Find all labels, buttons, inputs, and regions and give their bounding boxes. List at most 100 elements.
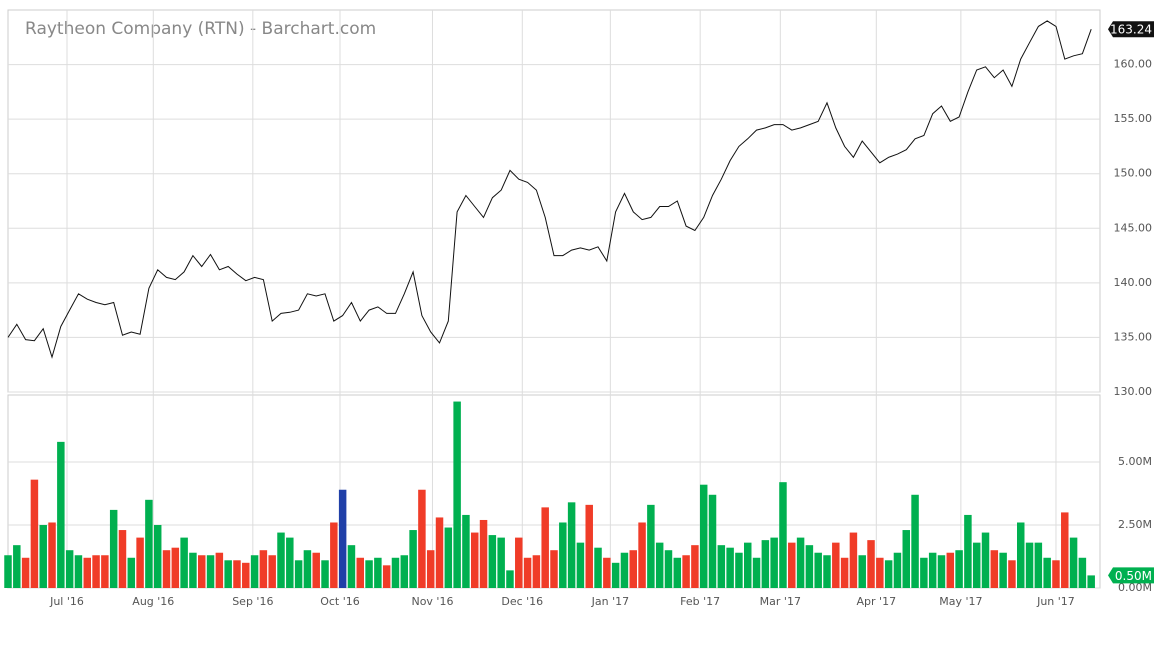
volume-bar [655, 542, 664, 588]
volume-bar [1087, 575, 1095, 588]
volume-bar [964, 514, 972, 588]
volume-bar [532, 555, 541, 588]
volume-bar [118, 530, 127, 588]
volume-bar [250, 555, 259, 588]
volume-bar [594, 547, 602, 588]
x-tick-label: Dec '16 [501, 595, 543, 608]
volume-bar [576, 542, 585, 588]
volume-bar [726, 547, 734, 588]
volume-bar [48, 522, 56, 588]
volume-bar [294, 560, 303, 588]
y-tick-label: 5.00M [1118, 455, 1152, 468]
volume-bar [805, 545, 814, 588]
volume-bar [620, 552, 629, 588]
volume-bar [21, 557, 30, 588]
volume-bar [277, 532, 285, 588]
x-tick-label: Mar '17 [760, 595, 801, 608]
y-tick-label: 130.00 [1114, 385, 1153, 398]
volume-bar [374, 557, 382, 588]
y-tick-label: 0.00M [1118, 581, 1152, 594]
volume-bar [286, 537, 294, 588]
volume-bar [1069, 537, 1078, 588]
volume-bar [972, 542, 981, 588]
volume-bar [470, 532, 479, 588]
volume-bar [691, 545, 699, 588]
price-line [7, 20, 1092, 359]
volume-bar [303, 550, 312, 588]
volume-bar [585, 504, 593, 588]
volume-bar [409, 530, 417, 588]
volume-bar [867, 540, 875, 588]
volume-bar [541, 507, 549, 588]
current-value-tag [1108, 567, 1154, 584]
volume-bar [338, 489, 347, 588]
volume-bar [770, 537, 778, 588]
volume-bar [39, 525, 47, 588]
volume-bar [180, 537, 188, 588]
x-tick-label: Aug '16 [132, 595, 174, 608]
volume-bar [127, 557, 136, 588]
volume-bar [444, 527, 453, 588]
volume-bar [215, 552, 224, 588]
volume-bar [57, 441, 65, 588]
volume-bar [462, 514, 470, 588]
grid [8, 10, 1100, 589]
volume-bar [391, 557, 400, 588]
volume-bar [400, 555, 409, 588]
volume-bar [893, 552, 902, 588]
volume-bar [990, 550, 999, 588]
current-value-label: 163.24 [1110, 23, 1152, 37]
volume-bar [506, 570, 514, 588]
volume-bar [981, 532, 990, 588]
volume-bar [1078, 557, 1087, 588]
x-tick-label: Jan '17 [591, 595, 629, 608]
current-value-label: 0.50M [1115, 569, 1152, 583]
volume-bar [109, 509, 118, 588]
volume-bar [567, 502, 576, 588]
price-panel [7, 9, 1101, 393]
volume-bar [479, 519, 488, 588]
volume-bar [1061, 512, 1069, 588]
volume-bar [814, 552, 822, 588]
volume-bar [242, 562, 250, 588]
volume-bar [74, 555, 83, 588]
volume-bar [779, 482, 787, 588]
volume-bar [673, 557, 682, 588]
volume-bar [515, 537, 523, 588]
volume-bar [647, 504, 655, 588]
volume-bar [884, 560, 893, 588]
volume-bar [162, 550, 171, 588]
x-tick-label: May '17 [939, 595, 982, 608]
volume-bar [153, 525, 162, 588]
volume-bar [823, 555, 831, 588]
volume-bar [550, 550, 558, 588]
volume-bar [356, 557, 365, 588]
volume-bar [708, 494, 717, 588]
x-tick-label: Apr '17 [857, 595, 897, 608]
volume-bar [13, 545, 21, 588]
volume-bar [1043, 557, 1051, 588]
volume-bar [523, 557, 532, 588]
x-tick-label: Nov '16 [411, 595, 453, 608]
volume-bar [171, 547, 180, 588]
volume-bar [858, 555, 866, 588]
volume-bar [796, 537, 805, 588]
volume-bar [928, 552, 937, 588]
volume-bar [611, 562, 620, 588]
y-tick-label: 2.50M [1118, 518, 1152, 531]
volume-bar [999, 552, 1007, 588]
volume-bar [937, 555, 946, 588]
volume-bar [603, 557, 611, 588]
y-tick-label: 150.00 [1114, 167, 1153, 180]
volume-bar [488, 535, 497, 588]
volume-bar [268, 555, 276, 588]
volume-bar [330, 522, 338, 588]
volume-bar [717, 545, 726, 588]
x-tick-label: Oct '16 [320, 595, 360, 608]
volume-bar [453, 401, 461, 588]
volume-bar [752, 557, 761, 588]
volume-bar [559, 522, 567, 588]
volume-bar [224, 560, 232, 588]
volume-bar [832, 542, 840, 588]
volume-bar [30, 479, 39, 588]
